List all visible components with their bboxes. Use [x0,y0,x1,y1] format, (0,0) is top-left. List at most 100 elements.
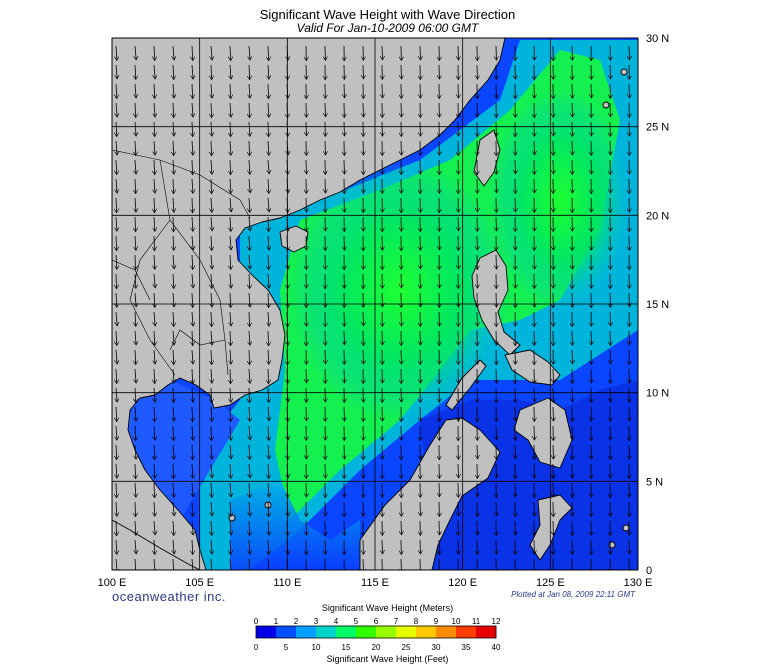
wave-arrow [230,482,231,497]
wave-arrow [268,425,269,440]
wave-arrow [135,463,136,479]
wave-arrow [268,501,269,517]
wave-arrow [211,558,212,570]
wave-arrow [116,197,117,213]
colorbar-swatch [436,626,457,638]
wave-arrow [116,406,117,422]
wave-arrow [135,349,136,365]
wave-arrow [116,311,117,326]
wave-arrow [211,425,212,441]
wave-arrow [211,387,212,403]
wave-arrow [173,121,174,136]
wave-arrow [135,292,136,307]
wave-arrow [211,254,212,269]
wave-arrow [154,406,155,422]
wave-arrow [249,539,250,554]
wave-arrow [287,463,288,478]
wave-arrow [135,178,136,194]
wave-arrow [192,235,193,250]
wave-arrow [211,330,212,345]
colorbar: 0 1 2 3 4 5 6 7 8 9 10 11 120 5 10 15 20 25 30 35 40 [254,617,501,652]
wave-arrow [135,273,136,288]
wave-arrow [154,501,155,516]
wave-arrow [135,45,136,60]
latitude-label: 30 N [646,33,669,45]
latitude-label: 15 N [646,299,669,311]
wave-arrow [173,425,174,441]
wave-arrow [249,368,250,383]
wave-arrow [249,482,250,498]
wave-arrow [211,482,212,497]
wave-arrow [211,349,212,365]
wave-arrow [135,102,136,118]
wave-arrow [268,197,269,212]
wave-arrow [249,83,250,98]
wave-arrow [230,254,231,270]
wave-arrow [211,292,212,307]
wave-arrow [154,482,155,498]
wave-arrow [287,121,288,136]
colorbar-feet-tick: 10 [312,643,321,652]
land-borneo [359,417,501,570]
wave-arrow [116,216,117,231]
wave-arrow [192,254,193,269]
wave-arrow [211,178,212,194]
wave-arrow [230,558,231,570]
wave-arrow [173,501,174,516]
wave-arrow [116,558,117,570]
wave-arrow [192,520,193,535]
wave-arrow [116,349,117,364]
wave-arrow [287,235,288,251]
wave-arrow [135,140,136,156]
wave-arrow [154,159,155,175]
wave-arrow [287,273,288,289]
wave-arrow [211,102,212,118]
wave-arrow [116,482,117,498]
wave-arrow [154,45,155,60]
wave-arrow [211,539,212,554]
wave-arrow [230,311,231,326]
wave-arrow [192,159,193,175]
wave-arrow [230,140,231,155]
wave-arrow [268,349,269,364]
wave-arrow [192,406,193,422]
colorbar-swatch [456,626,477,638]
wave-arrow [211,368,212,383]
chart-title: Significant Wave Height with Wave Direct… [259,7,516,22]
longitude-label: 105 E [185,577,214,589]
longitude-label: 125 E [536,577,565,589]
wave-arrow [268,159,269,174]
wave-arrow [287,197,288,213]
wave-arrow [230,292,231,308]
wave-arrow [192,482,193,497]
wave-arrow [211,140,212,156]
wave-arrow [287,64,288,80]
wave-arrow [192,121,193,137]
wave-arrow [230,463,231,478]
colorbar-meter-tick: 11 [472,617,481,626]
wave-arrow [116,292,117,307]
wave-arrow [287,83,288,98]
colorbar-swatch [416,626,437,638]
longitude-labels: 100 E 105 E 110 E 115 E 120 E 125 E 130 E [98,577,653,589]
colorbar-swatch [296,626,317,638]
wave-arrow [154,311,155,326]
wave-arrow [230,121,231,137]
wave-arrow [287,292,288,307]
wave-arrow [135,159,136,174]
colorbar-feet-tick: 30 [432,643,441,652]
wave-arrow [268,292,269,308]
wave-arrow [173,235,174,250]
colorbar-meter-tick: 0 [254,617,259,626]
wave-arrow [173,539,174,554]
wave-arrow [173,102,174,118]
wave-arrow [268,539,269,555]
wave-arrow [173,64,174,80]
wave-arrow [116,501,117,516]
wave-arrow [268,254,269,270]
wave-arrow [230,368,231,384]
wave-arrow [192,178,193,193]
wave-arrow [173,45,174,60]
java-sea-waves [230,480,360,570]
land-island [622,524,630,532]
